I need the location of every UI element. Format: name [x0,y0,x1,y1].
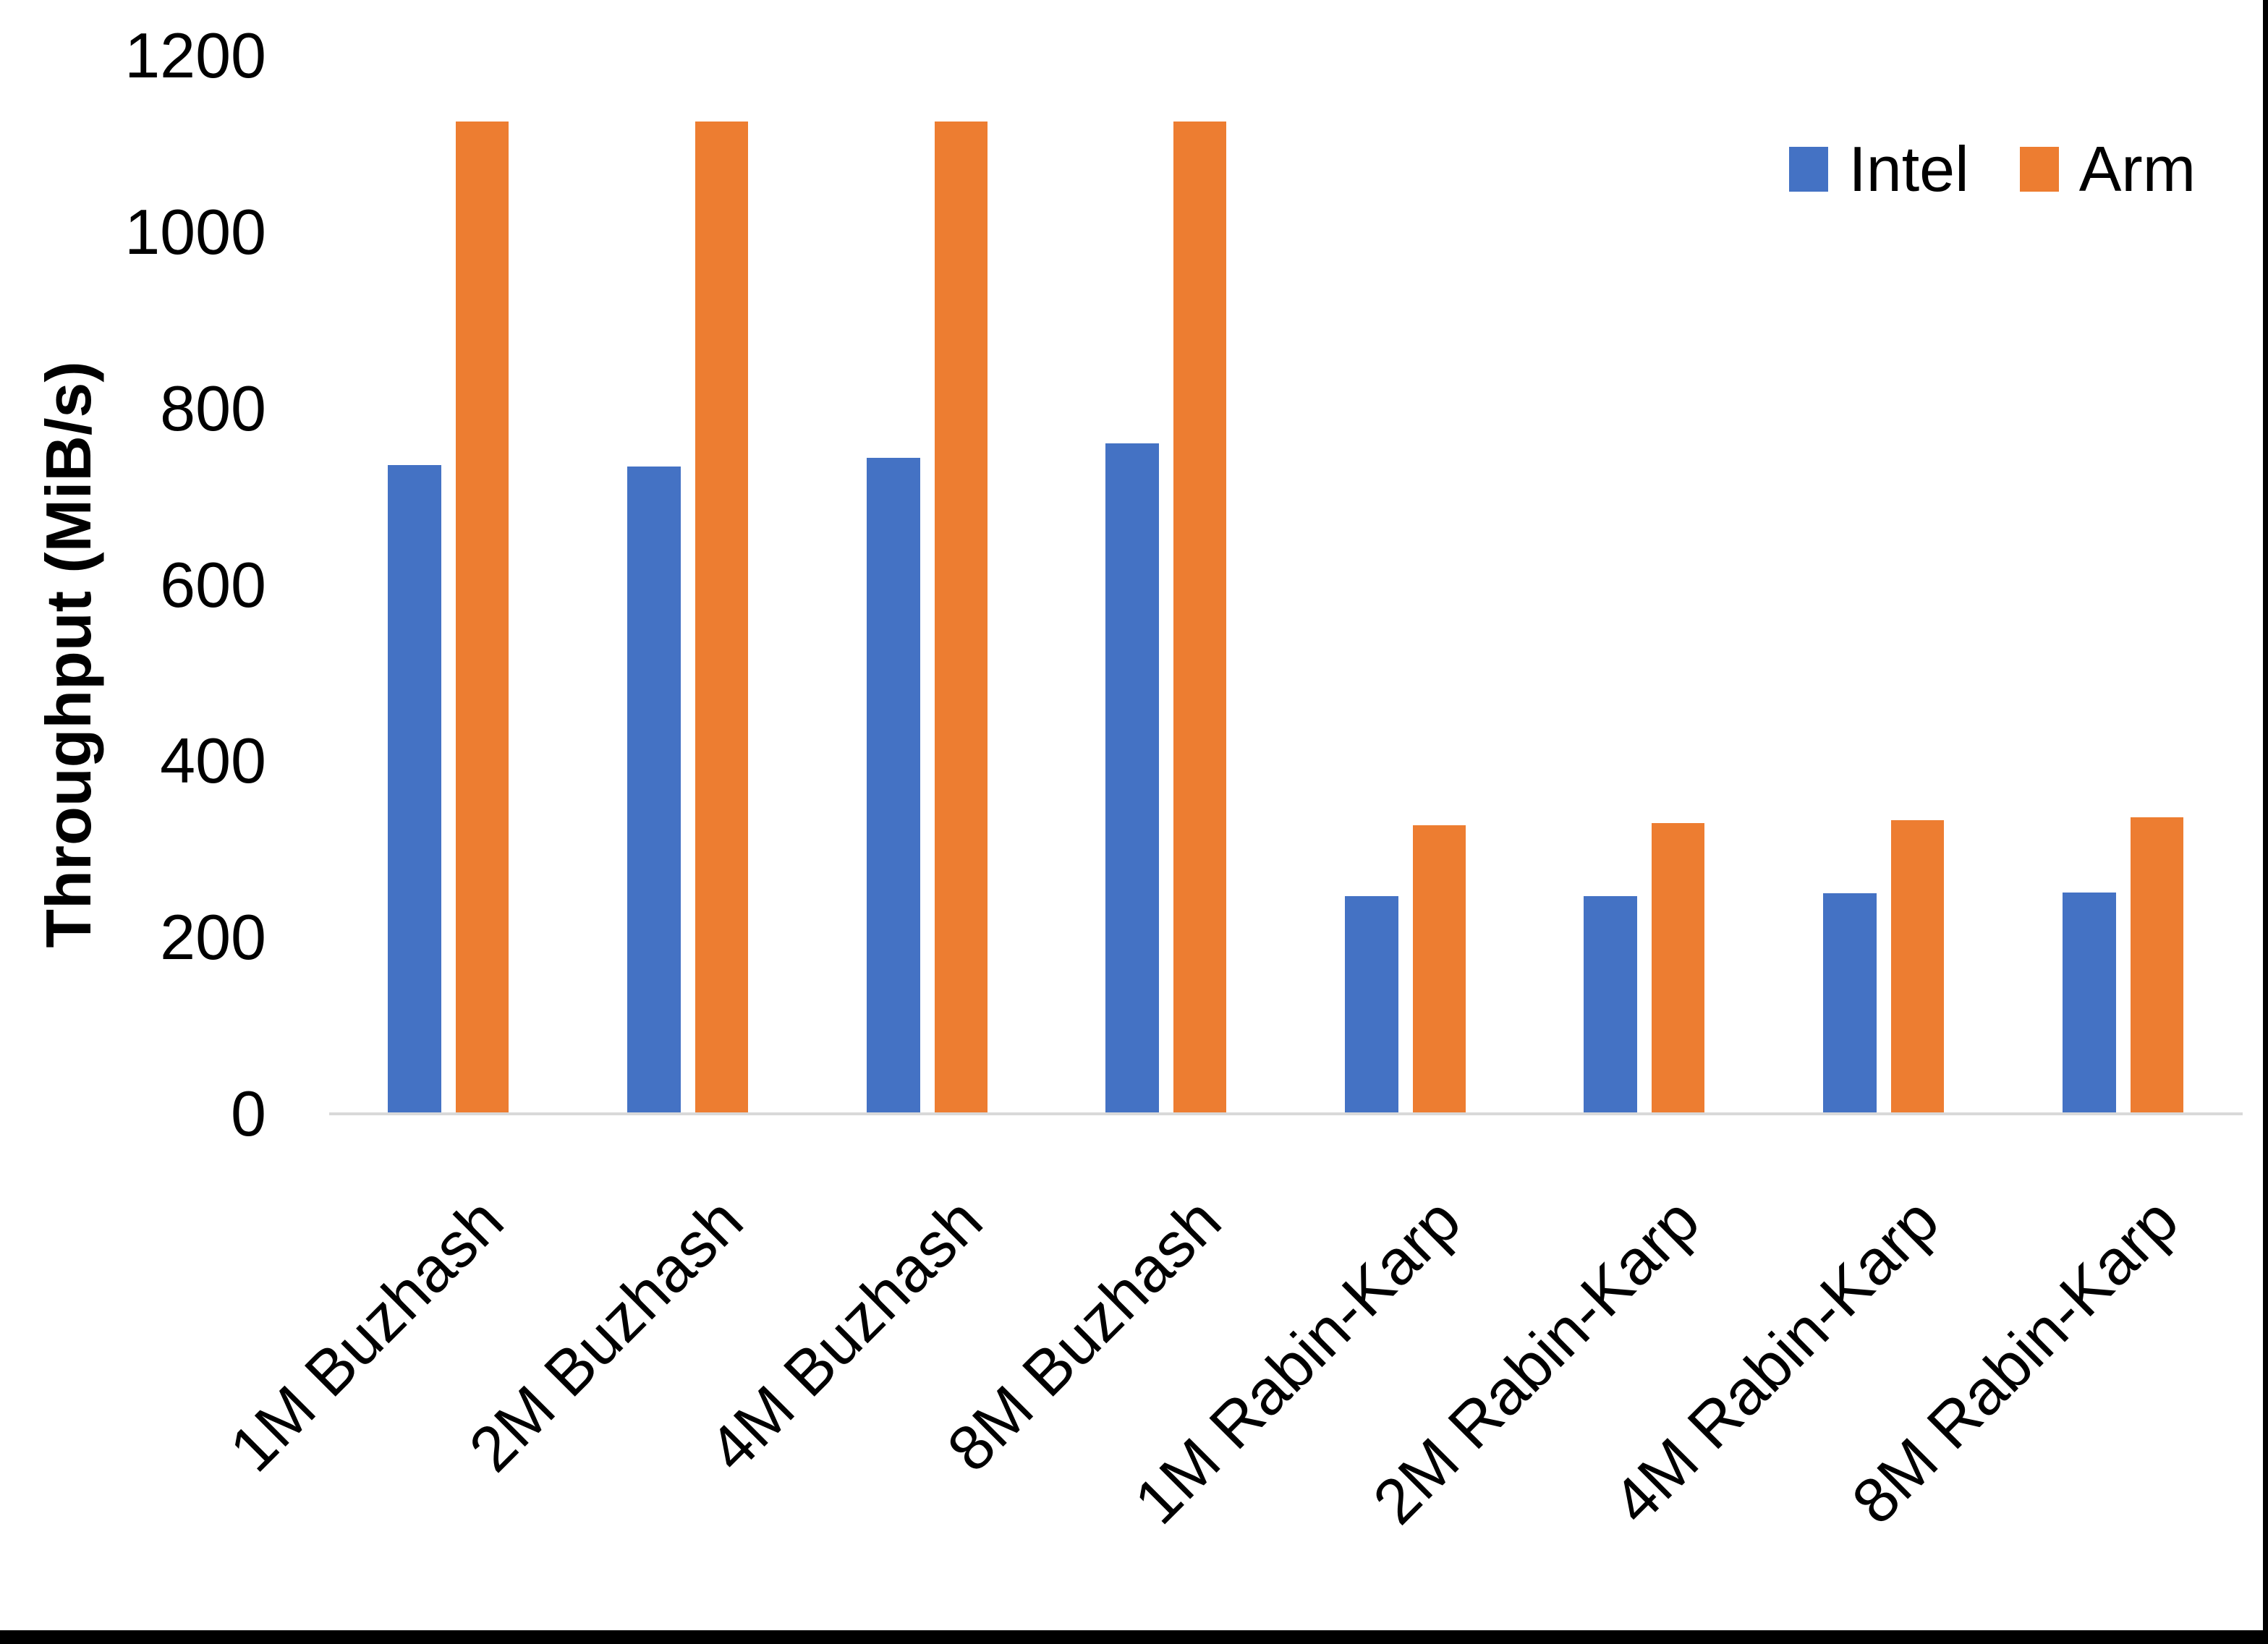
plot-area [329,56,2243,1114]
legend-label-arm: Arm [2078,133,2196,205]
y-tick-800: 800 [160,372,266,444]
bottom-border [0,1630,2268,1644]
bar-arm-4m-rabin-karp [1891,820,1945,1114]
y-tick-0: 0 [231,1078,266,1149]
legend-swatch-intel [1789,147,1829,192]
bar-intel-4m-rabin-karp [1823,893,1877,1114]
legend: Intel Arm [1789,132,2196,206]
bar-intel-4m-buzhash [866,457,920,1114]
y-axis-title: Throughput (MiB/s) [33,361,104,948]
bar-intel-2m-buzhash [627,467,681,1114]
y-tick-600: 600 [160,548,266,621]
bar-intel-2m-rabin-karp [1584,895,1638,1114]
bar-intel-1m-buzhash [388,464,442,1114]
y-tick-400: 400 [160,725,266,797]
y-tick-1000: 1000 [124,195,266,268]
legend-item-arm: Arm [2019,132,2196,206]
bar-arm-2m-rabin-karp [1652,822,1705,1114]
legend-swatch-arm [2019,147,2059,192]
legend-label-intel: Intel [1848,133,1969,205]
bar-arm-2m-buzhash [695,122,748,1114]
bar-intel-8m-buzhash [1105,443,1160,1114]
bar-intel-8m-rabin-karp [2062,892,2116,1114]
bar-arm-1m-rabin-karp [1412,825,1466,1114]
bar-arm-8m-buzhash [1173,122,1227,1114]
bar-arm-1m-buzhash [456,122,509,1114]
legend-item-intel: Intel [1789,132,1969,206]
x-axis-line [329,1112,2243,1115]
bar-arm-8m-rabin-karp [2130,817,2183,1114]
x-label-1m-buzhash: 1M Buzhash [216,1184,517,1486]
y-tick-200: 200 [160,901,266,974]
y-tick-1200: 1200 [124,20,266,91]
right-border [2263,0,2268,1644]
bar-arm-4m-buzhash [934,122,988,1114]
bar-intel-1m-rabin-karp [1344,895,1398,1114]
